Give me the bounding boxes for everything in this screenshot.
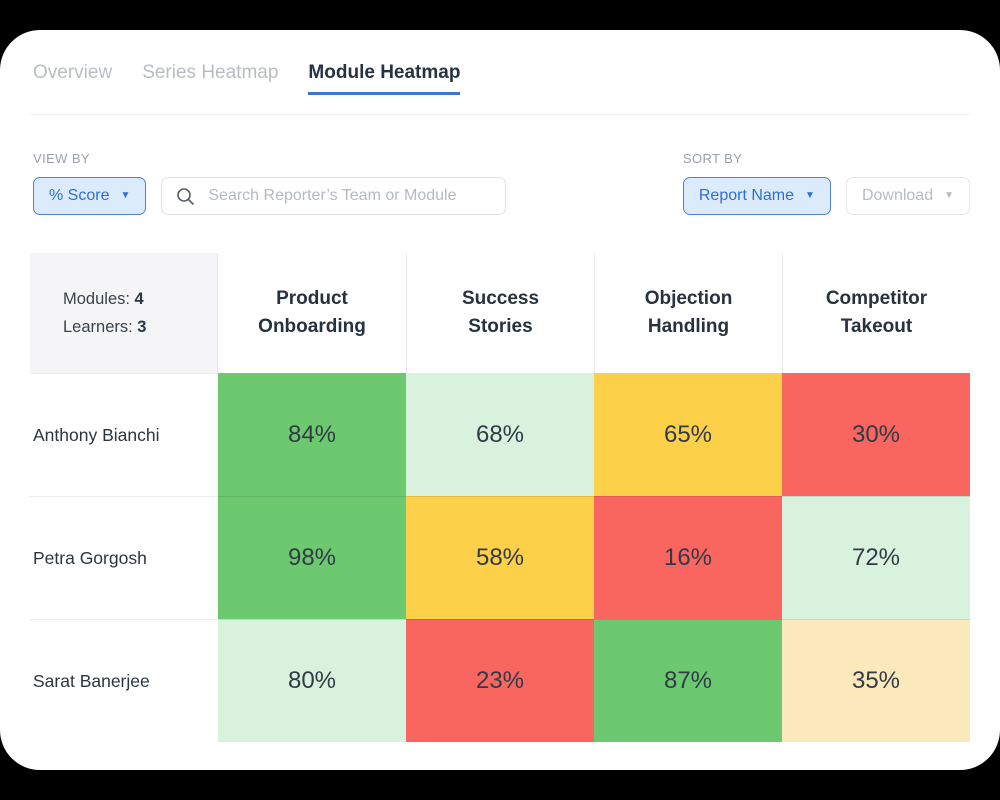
score-cell[interactable]: 30% xyxy=(782,373,970,496)
tab-module-heatmap[interactable]: Module Heatmap xyxy=(308,62,461,95)
module-heatmap-card: Overview Series Heatmap Module Heatmap V… xyxy=(0,30,1000,770)
table-row: Petra Gorgosh 98% 58% 16% 72% xyxy=(30,496,970,619)
column-header: Objection Handling xyxy=(594,253,782,373)
column-header: Product Onboarding xyxy=(258,287,366,338)
score-cell[interactable]: 35% xyxy=(782,619,970,742)
score-cell[interactable]: 72% xyxy=(782,496,970,619)
score-cell[interactable]: 68% xyxy=(406,373,594,496)
tab-overview[interactable]: Overview xyxy=(33,62,113,83)
sort-by-group: SORT BY Report Name ▼ Download ▼ xyxy=(682,151,970,215)
tabs-divider xyxy=(30,114,970,115)
score-cell[interactable]: 87% xyxy=(594,619,782,742)
heatmap-table: Modules: 4 Learners: 3 Product Onboardin… xyxy=(30,253,970,742)
modules-count-line: Modules: 4 xyxy=(63,289,144,308)
learner-name: Anthony Bianchi xyxy=(30,373,218,496)
table-row: Sarat Banerjee 80% 23% 87% 35% xyxy=(30,619,970,742)
search-icon xyxy=(177,187,195,205)
chevron-down-icon: ▼ xyxy=(120,190,131,201)
view-by-value: % Score xyxy=(49,187,110,204)
sort-by-value: Report Name xyxy=(698,187,795,204)
view-by-label: VIEW BY xyxy=(33,151,90,166)
sort-by-select[interactable]: Report Name ▼ xyxy=(682,177,831,215)
download-label: Download xyxy=(861,187,934,204)
score-cell[interactable]: 58% xyxy=(406,496,594,619)
score-cell[interactable]: 16% xyxy=(594,496,782,619)
chevron-down-icon: ▼ xyxy=(944,190,954,201)
tab-bar: Overview Series Heatmap Module Heatmap xyxy=(0,30,1000,95)
heatmap-corner-cell: Modules: 4 Learners: 3 xyxy=(30,253,218,373)
tab-series-heatmap[interactable]: Series Heatmap xyxy=(142,62,279,83)
column-header: Competitor Takeout xyxy=(782,253,970,373)
chevron-down-icon: ▼ xyxy=(805,190,815,201)
learners-count-line: Learners: 3 xyxy=(63,318,147,336)
score-cell[interactable]: 84% xyxy=(218,373,406,496)
score-cell[interactable]: 23% xyxy=(406,619,594,742)
search-box[interactable] xyxy=(161,177,507,215)
column-header: Success Stories xyxy=(406,253,594,373)
sort-by-label: SORT BY xyxy=(682,151,743,166)
learner-name: Petra Gorgosh xyxy=(30,496,218,619)
heatmap-header-row: Modules: 4 Learners: 3 Product Onboardin… xyxy=(30,253,970,373)
search-input[interactable] xyxy=(208,187,492,205)
filter-bar: VIEW BY % Score ▼ SORT BY Rep xyxy=(33,151,970,215)
table-row: Anthony Bianchi 84% 68% 65% 30% xyxy=(30,373,970,496)
learner-name: Sarat Banerjee xyxy=(30,619,218,742)
view-by-select[interactable]: % Score ▼ xyxy=(33,177,147,215)
score-cell[interactable]: 65% xyxy=(594,373,782,496)
download-button[interactable]: Download ▼ xyxy=(845,177,970,215)
view-by-group: VIEW BY % Score ▼ xyxy=(33,151,507,215)
score-cell[interactable]: 98% xyxy=(218,496,406,619)
score-cell[interactable]: 80% xyxy=(218,619,406,742)
